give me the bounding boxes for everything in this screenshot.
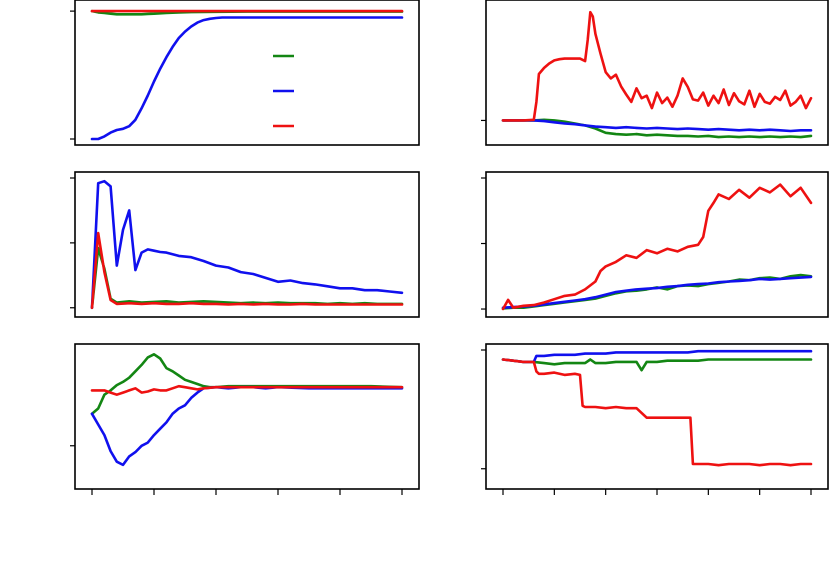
series-line-blue [90, 16, 404, 141]
series-line-green [501, 118, 813, 139]
subplot-top-left [70, 0, 420, 146]
series-line-red [501, 183, 813, 311]
series-line-red [90, 384, 404, 397]
series-line-blue [90, 385, 404, 467]
subplot-mid-left [70, 171, 420, 318]
series-line-green [501, 358, 813, 372]
series-line-red [501, 10, 813, 122]
subplot-mid-right [481, 171, 829, 318]
axes-frame [74, 0, 420, 146]
subplot-top-right [481, 0, 829, 146]
series-line-blue [501, 275, 813, 310]
subplot-bottom-left [70, 343, 420, 495]
legend [273, 54, 294, 128]
subplot-grid [70, 0, 829, 495]
series-line-red [501, 358, 813, 467]
series-line-blue [90, 179, 404, 310]
series-line-red [90, 231, 404, 310]
series-line-green [90, 352, 404, 416]
axes-frame [485, 171, 829, 318]
axes-frame [485, 0, 829, 146]
axes-frame [74, 343, 420, 490]
axes-frame [74, 171, 420, 318]
series-line-blue [501, 349, 813, 364]
series-line-blue [501, 119, 813, 133]
series-line-green [90, 246, 404, 310]
subplot-bottom-right [481, 343, 829, 495]
